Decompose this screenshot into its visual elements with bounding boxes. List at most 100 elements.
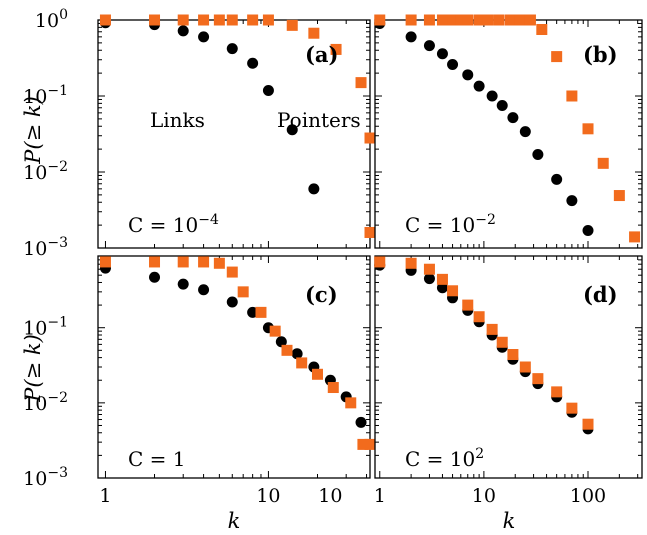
data-point-square	[519, 361, 531, 373]
data-point-square	[355, 77, 367, 89]
panel-label: (c)	[305, 282, 338, 307]
data-point-square	[436, 14, 448, 26]
data-point-square	[364, 438, 376, 450]
data-point-square	[629, 231, 641, 243]
data-point-square	[374, 14, 386, 26]
c-value-label: C = 1	[128, 447, 186, 471]
data-point-square	[514, 14, 526, 26]
y-tick-label: 10−1	[23, 315, 68, 340]
data-point-circle	[226, 296, 238, 308]
data-point-square	[462, 14, 474, 26]
data-point-square	[364, 132, 376, 144]
data-point-square	[226, 14, 238, 26]
x-tick-label: 1	[374, 485, 386, 507]
panel-label: (d)	[583, 282, 618, 307]
data-point-square	[493, 14, 505, 26]
data-point-square	[582, 418, 594, 430]
panel-d: 1 10 100 (d) C = 102	[374, 255, 643, 507]
data-point-square	[247, 14, 259, 26]
data-point-square	[237, 286, 249, 298]
data-point-square	[99, 256, 111, 268]
data-point-circle	[507, 112, 519, 124]
data-point-square	[447, 285, 459, 297]
data-point-square	[455, 14, 467, 26]
data-point-circle	[149, 271, 161, 283]
data-point-square	[281, 344, 293, 356]
c-value-label: C = 102	[405, 446, 484, 471]
data-point-square	[507, 349, 519, 361]
data-point-circle	[275, 336, 287, 348]
y-tick-label: 10−2	[23, 159, 68, 184]
x-tick-label: 100	[570, 485, 606, 507]
data-point-square	[423, 14, 435, 26]
data-point-square	[198, 14, 210, 26]
x-tick-label: 10	[472, 485, 496, 507]
data-point-square	[473, 14, 485, 26]
series-squares	[374, 14, 641, 243]
data-point-square	[504, 14, 516, 26]
data-point-square	[374, 256, 386, 268]
data-point-square	[149, 14, 161, 26]
data-point-square	[213, 257, 225, 269]
data-point-circle	[308, 183, 320, 195]
data-point-circle	[532, 148, 544, 160]
y-axis-title-top: P(≥ k)	[21, 96, 45, 165]
data-point-square	[423, 263, 435, 275]
data-point-square	[436, 273, 448, 285]
data-point-circle	[247, 57, 259, 69]
data-point-square	[566, 402, 578, 414]
data-point-square	[177, 256, 189, 268]
x-axis-title-right: k	[503, 509, 516, 533]
data-point-circle	[198, 31, 210, 43]
panel-c: 10−1 10−2 10−3 1 10 10 (c) C = 1	[23, 255, 376, 507]
data-point-circle	[447, 58, 459, 70]
data-point-square	[255, 306, 267, 318]
data-point-circle	[291, 348, 303, 360]
data-point-square	[226, 266, 238, 278]
data-point-square	[198, 256, 210, 268]
data-point-square	[330, 43, 342, 55]
data-point-square	[269, 325, 281, 337]
data-point-square	[357, 438, 369, 450]
data-point-circle	[551, 173, 563, 185]
x-axis-title-left: k	[228, 509, 241, 533]
y-axis-title-bottom: P(≥ k)	[21, 334, 45, 403]
panel-a: 100 10−1 10−2 10−3 (a) C = 10−4 Links Pointers	[23, 7, 376, 260]
data-point-circle	[462, 69, 474, 81]
series-circles	[374, 17, 594, 236]
series-squares	[374, 256, 594, 430]
series-circles	[374, 259, 594, 435]
x-tick-label: 10	[318, 485, 342, 507]
y-tick-label: 10−2	[23, 390, 68, 415]
data-point-circle	[355, 416, 367, 428]
data-point-circle	[286, 124, 298, 136]
annotation-pointers: Pointers	[277, 108, 361, 132]
data-point-square	[405, 14, 417, 26]
data-point-circle	[247, 306, 259, 318]
c-value-label: C = 10−2	[405, 212, 496, 237]
data-point-circle	[423, 40, 435, 52]
y-tick-label: 100	[35, 7, 68, 32]
data-point-square	[524, 14, 536, 26]
data-point-square	[551, 386, 563, 398]
data-point-square	[345, 397, 357, 409]
data-point-square	[536, 23, 548, 35]
data-point-circle	[177, 25, 189, 37]
data-point-square	[286, 19, 298, 31]
data-point-circle	[473, 80, 485, 92]
data-point-square	[405, 257, 417, 269]
data-point-square	[364, 226, 376, 238]
data-point-square	[177, 14, 189, 26]
panel-b: (b) C = 10−2	[374, 14, 643, 249]
data-point-square	[149, 256, 161, 268]
data-point-circle	[262, 85, 274, 97]
data-point-square	[551, 51, 563, 63]
data-point-circle	[436, 282, 448, 294]
data-point-square	[462, 299, 474, 311]
data-point-square	[597, 157, 609, 169]
data-point-circle	[405, 31, 417, 43]
data-point-circle	[582, 224, 594, 236]
annotation-links: Links	[150, 108, 205, 132]
y-tick-label: 10−1	[23, 83, 68, 108]
data-point-square	[296, 357, 308, 369]
